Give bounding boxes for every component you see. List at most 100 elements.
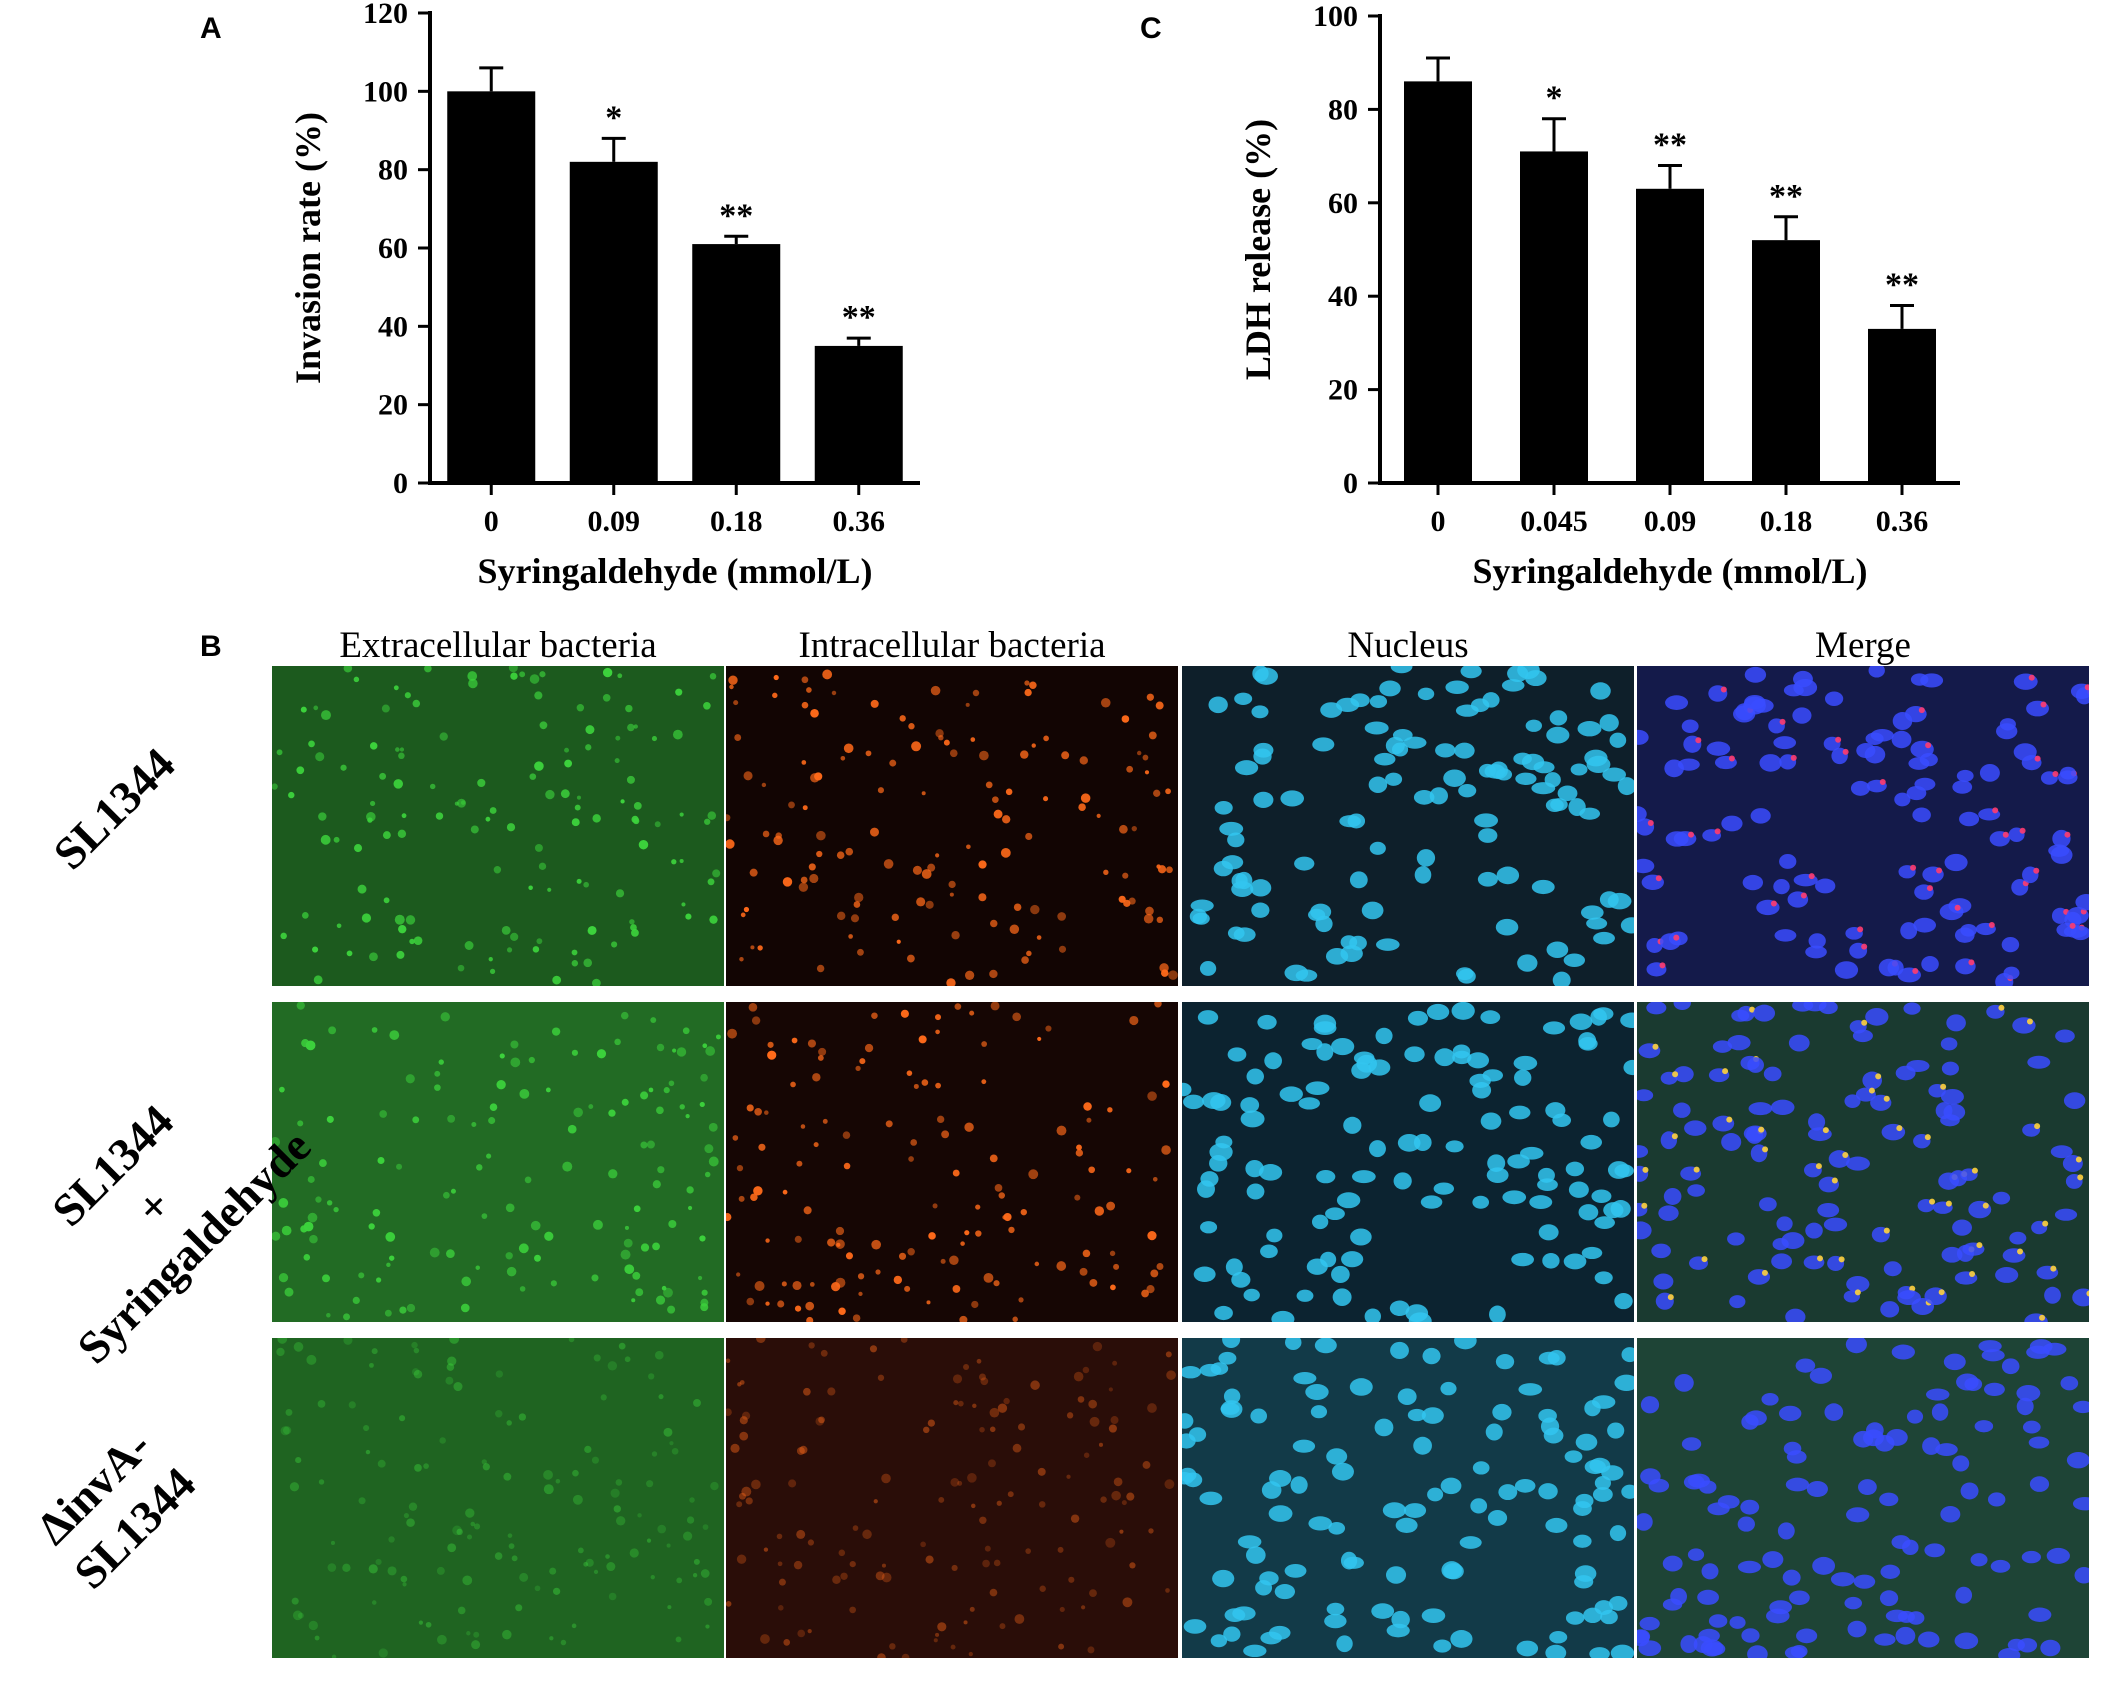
cell-nucleus <box>1987 1492 2006 1507</box>
bacteria-spot <box>748 1002 758 1012</box>
bacteria-spot <box>620 799 625 804</box>
cell-nucleus <box>1369 841 1386 855</box>
bacteria-spot <box>505 1252 513 1260</box>
cell-nucleus <box>1983 1382 2005 1397</box>
bacteria-spot <box>763 1547 769 1552</box>
bacteria-spot <box>1146 693 1154 701</box>
bacteria-spot <box>806 1316 814 1322</box>
bacteria-spot <box>831 1282 841 1292</box>
bacteria-spot <box>425 1621 432 1628</box>
bacteria-spot <box>657 1524 667 1534</box>
bacteria-spot <box>568 1338 575 1343</box>
bacteria-spot <box>1912 967 1919 974</box>
cell-nucleus <box>1747 1645 1768 1658</box>
cell-nucleus <box>1540 1417 1560 1436</box>
cell-nucleus <box>1339 815 1361 828</box>
micrograph-nucleus-row-3 <box>1182 1338 1634 1658</box>
cell-nucleus <box>1769 1600 1792 1615</box>
bacteria-spot <box>1043 735 1049 742</box>
bacteria-spot <box>635 1288 644 1297</box>
bacteria-spot <box>1073 1371 1084 1382</box>
bacteria-spot <box>534 761 544 771</box>
cell-nucleus <box>1496 768 1513 781</box>
micrograph-intracellular-row-2 <box>726 1002 1178 1322</box>
cell-nucleus <box>1638 1640 1662 1657</box>
bacteria-spot <box>700 1298 709 1307</box>
cell-nucleus <box>1223 1626 1241 1642</box>
cell-nucleus <box>1343 1116 1362 1134</box>
cell-nucleus <box>1879 1590 1899 1607</box>
bacteria-spot <box>1021 956 1029 964</box>
bacteria-spot <box>1688 831 1695 838</box>
cell-nucleus <box>1913 917 1936 933</box>
bacteria-spot <box>1808 873 1815 880</box>
cell-nucleus <box>1234 692 1253 705</box>
bacteria-spot <box>1146 1285 1155 1294</box>
cell-nucleus <box>1574 1565 1597 1582</box>
bacteria-spot <box>881 1563 886 1568</box>
bacteria-spot <box>1000 847 1011 858</box>
bacteria-spot <box>1082 1366 1090 1374</box>
bacteria-spot <box>358 1272 365 1279</box>
cell-nucleus <box>1312 737 1335 752</box>
cell-nucleus <box>1516 1640 1539 1657</box>
cell-nucleus <box>1609 1525 1627 1542</box>
bacteria-spot <box>1854 1289 1861 1296</box>
bacteria-spot <box>413 1369 423 1379</box>
bacteria-spot <box>388 1255 395 1261</box>
bacteria-spot <box>993 1559 1001 1567</box>
cell-nucleus <box>1687 1184 1705 1197</box>
bacteria-spot <box>450 1188 456 1194</box>
bacteria-spot <box>734 734 742 741</box>
y-tick-label: 80 <box>1328 93 1358 126</box>
bacteria-spot <box>494 1552 503 1560</box>
cell-nucleus <box>1214 801 1233 815</box>
bacteria-spot <box>1126 1492 1135 1501</box>
cell-nucleus <box>1454 1338 1477 1350</box>
cell-nucleus <box>1910 673 1929 686</box>
bacteria-spot <box>807 1629 812 1634</box>
bacteria-spot <box>602 694 611 702</box>
cell-nucleus <box>1924 1543 1945 1558</box>
bacteria-spot <box>477 778 486 788</box>
bacteria-spot <box>648 1087 654 1093</box>
bacteria-spot <box>869 1345 878 1353</box>
cell-nucleus <box>1990 1559 2011 1573</box>
bacteria-spot <box>978 1373 986 1381</box>
y-tick-label: 20 <box>1328 374 1358 407</box>
bacteria-spot <box>1096 813 1101 818</box>
bacteria-spot <box>907 954 915 963</box>
bacteria-spot <box>473 1523 481 1530</box>
cell-nucleus <box>1580 1134 1602 1150</box>
cell-nucleus <box>1472 1195 1490 1209</box>
bacteria-spot <box>571 1049 579 1056</box>
bacteria-spot <box>409 938 415 945</box>
bacteria-spot <box>1910 864 1917 871</box>
micrograph-nucleus-row-1 <box>1182 666 1634 986</box>
cell-nucleus <box>1369 695 1388 708</box>
bacteria-spot <box>971 1300 979 1309</box>
bacteria-spot <box>1155 701 1164 710</box>
bacteria-spot <box>519 1088 530 1099</box>
cell-nucleus <box>1992 1191 2011 1205</box>
bacteria-spot <box>715 1034 721 1040</box>
bacteria-spot <box>998 1192 1006 1199</box>
bacteria-spot <box>1043 796 1049 802</box>
bacteria-spot <box>2077 1174 2084 1181</box>
cell-nucleus <box>1853 1430 1874 1448</box>
cell-nucleus <box>1474 813 1499 828</box>
cell-nucleus <box>1620 1012 1634 1028</box>
cell-nucleus <box>1935 1443 1958 1456</box>
bacteria-spot <box>778 1605 784 1611</box>
bacteria-spot <box>614 758 620 764</box>
bacteria-spot <box>547 887 552 892</box>
bacteria-spot <box>576 795 582 800</box>
bacteria-spot <box>1086 1117 1092 1123</box>
panel-letter-a: A <box>200 12 222 45</box>
bacteria-spot <box>704 1597 713 1606</box>
bacteria-spot <box>732 1135 739 1141</box>
bacteria-spot <box>317 1400 326 1408</box>
bacteria-spot <box>608 1592 617 1601</box>
cell-nucleus <box>2055 1029 2075 1043</box>
bar <box>692 244 781 483</box>
